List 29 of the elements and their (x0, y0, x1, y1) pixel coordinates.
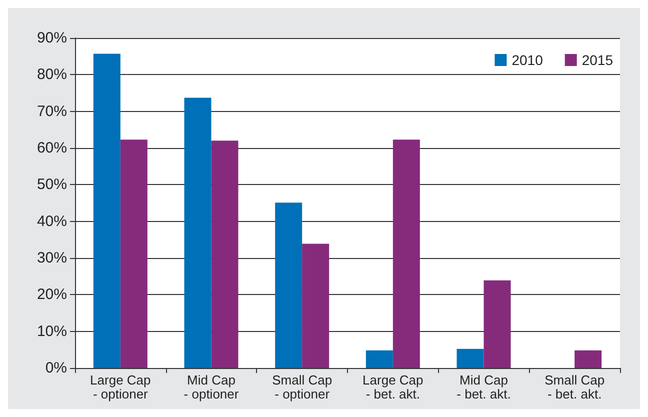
bar (574, 350, 602, 368)
bar (120, 140, 148, 368)
legend-label: 2015 (582, 52, 614, 68)
y-tick-label: 60% (36, 140, 67, 156)
bar (302, 244, 330, 368)
bar (392, 140, 420, 368)
x-tick-label: Large Cap - optioner (90, 372, 151, 402)
bar (93, 54, 120, 368)
y-tick-label: 10% (36, 322, 67, 340)
bar (484, 280, 511, 368)
y-tick-label: 50% (36, 176, 67, 194)
x-tick-label: Mid Cap - bet. akt. (456, 372, 511, 402)
legend-label: 2010 (512, 52, 544, 68)
y-tick-label: 30% (36, 250, 67, 266)
x-tick-label: Small Cap - optioner (272, 372, 332, 402)
y-tick-label: 40% (36, 212, 67, 230)
y-tick-label: 80% (36, 66, 67, 84)
bar (366, 350, 393, 368)
x-tick-label: Small Cap - bet. akt. (544, 372, 605, 402)
x-tick-label: Large Cap - bet. akt. (362, 372, 424, 402)
bar (184, 98, 212, 368)
x-tick-label: Mid Cap - optioner (184, 372, 240, 402)
bar (456, 348, 484, 368)
y-tick-label: 70% (36, 102, 67, 120)
y-tick-label: 20% (36, 286, 67, 304)
y-tick-label: 0% (45, 360, 67, 376)
y-tick-label: 90% (36, 30, 67, 46)
bar (275, 202, 302, 368)
bar (211, 140, 238, 368)
